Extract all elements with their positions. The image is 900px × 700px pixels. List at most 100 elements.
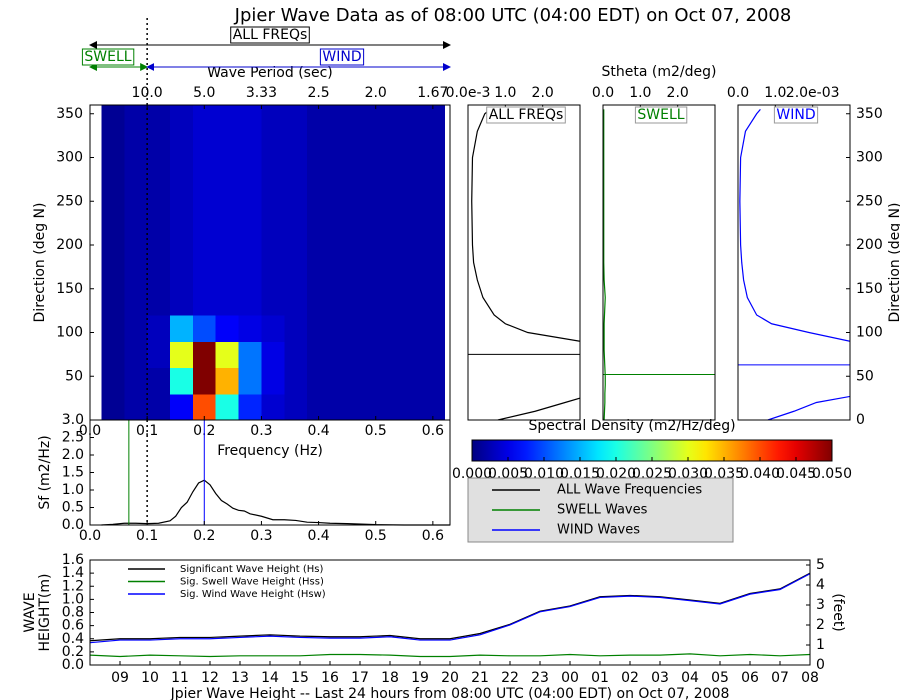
heatmap-cell: [421, 341, 445, 368]
axes-frame: [467, 104, 581, 421]
heatmap-cell: [101, 393, 125, 421]
heatmap-cell: [307, 367, 331, 395]
band-label-box: [319, 48, 365, 66]
heatmap-cell: [261, 157, 285, 185]
y-tick-label: 150: [856, 281, 883, 297]
heatmap-cell: [124, 315, 148, 342]
x-tick-label: 0.3: [250, 528, 272, 544]
panel-title-box: [634, 106, 688, 124]
x-tick-label: 10: [141, 670, 159, 686]
x-tick-label: 0.0: [592, 85, 614, 101]
heatmap-cell: [330, 210, 354, 237]
heatmap-cell: [124, 157, 148, 185]
heatmap-cell: [352, 393, 377, 421]
y-tick-label: 1.5: [62, 465, 84, 481]
x-tick-label: 20: [441, 670, 459, 686]
y2-tick-label: 3: [816, 597, 825, 613]
y-tick-label: 3.0: [62, 412, 84, 428]
heatmap-cell: [284, 315, 308, 342]
heatmap-cell: [238, 105, 262, 132]
x-tick-label: 23: [531, 670, 549, 686]
colorbar-label: Spectral Density (m2/Hz/deg): [528, 418, 735, 434]
y-tick-label: 250: [56, 193, 83, 209]
heatmap-cell: [352, 367, 377, 395]
heatmap-cell: [170, 367, 194, 395]
heatmap-cell: [147, 210, 171, 237]
heatmap-cell: [261, 262, 285, 290]
heatmap-cell: [284, 262, 308, 290]
heatmap-cell: [421, 262, 445, 290]
y-tick-label: 1.6: [62, 552, 84, 568]
heatmap-cell: [124, 183, 148, 211]
heatmap-cell: [352, 236, 377, 263]
heatmap-cell: [101, 341, 125, 368]
heatmap-cell: [375, 393, 400, 421]
y2-tick-label: 4: [816, 577, 825, 593]
heatmap-cell: [101, 105, 125, 132]
heatmap-cell: [352, 288, 377, 316]
heatmap-cell: [101, 183, 125, 211]
axes-frame: [737, 104, 851, 421]
heatmap-cell: [352, 262, 377, 290]
heatmap-cell: [101, 157, 125, 185]
heatmap-cell: [101, 210, 125, 237]
heatmap-cell: [192, 157, 217, 185]
heatmap-cell: [238, 341, 262, 368]
x-tick-label: 17: [351, 670, 369, 686]
heatmap-cell: [330, 236, 354, 263]
heatmap-cell: [352, 341, 377, 368]
y-axis-label: Direction (deg N): [32, 203, 48, 323]
stheta-line: [471, 108, 580, 420]
heatmap-cell: [261, 288, 285, 316]
heatmap-cell: [124, 236, 148, 263]
y-tick-label: 350: [56, 106, 83, 122]
stheta-line: [603, 109, 606, 420]
colorbar-tick-label: 0.040: [740, 466, 780, 482]
heatmap-cell: [124, 288, 148, 316]
x-tick-label: 0.4: [307, 423, 329, 439]
heatmap-cell: [124, 393, 148, 421]
stheta-line: [739, 108, 850, 420]
heatmap-cell: [261, 183, 285, 211]
heatmap-cell: [284, 183, 308, 211]
heatmap-cell: [307, 315, 331, 342]
heatmap-cell: [352, 183, 377, 211]
x-tick-label: 0.6: [422, 423, 444, 439]
heatmap-cell: [101, 315, 125, 342]
y-axis-label: WAVE: [22, 592, 38, 632]
heatmap-cell: [284, 131, 308, 158]
band-label-box: [230, 26, 310, 44]
heatmap-cell: [261, 367, 285, 395]
heatmap-cell: [124, 367, 148, 395]
heatmap-cell: [170, 315, 194, 342]
heatmap-cell: [147, 341, 171, 368]
panel-title: ALL FREQs: [489, 107, 564, 123]
heatmap-cell: [307, 262, 331, 290]
x2-tick-label: 3.33: [246, 85, 277, 101]
heatmap-cell: [215, 183, 240, 211]
x-tick-label: 15: [291, 670, 309, 686]
heatmap-cell: [170, 262, 194, 290]
heatmap-cell: [238, 393, 262, 421]
heatmap-cell: [192, 262, 217, 290]
heatmap-cell: [398, 315, 422, 342]
series-line: [89, 572, 811, 642]
y-tick-label: 350: [856, 106, 883, 122]
x2-tick-label: 5.0: [193, 85, 215, 101]
band-label: ALL FREQs: [233, 27, 308, 43]
heatmap-cell: [192, 210, 217, 237]
y-tick-label: 200: [56, 237, 83, 253]
heatmap-cell: [421, 131, 445, 158]
x-tick-label: 08: [801, 670, 819, 686]
heatmap-cell: [170, 210, 194, 237]
heatmap-cell: [398, 236, 422, 263]
y-tick-label: 1.0: [62, 482, 84, 498]
x2-tick-label: 2.5: [307, 85, 329, 101]
heatmap-cell: [170, 131, 194, 158]
y-axis-label: Sf (m2/Hz): [37, 435, 53, 509]
heatmap-cell: [307, 341, 331, 368]
heatmap-cell: [375, 157, 400, 185]
y-axis-label: Direction (deg N): [887, 203, 900, 323]
heatmap-cell: [398, 367, 422, 395]
y-axis-label: HEIGHT(m): [37, 574, 53, 652]
